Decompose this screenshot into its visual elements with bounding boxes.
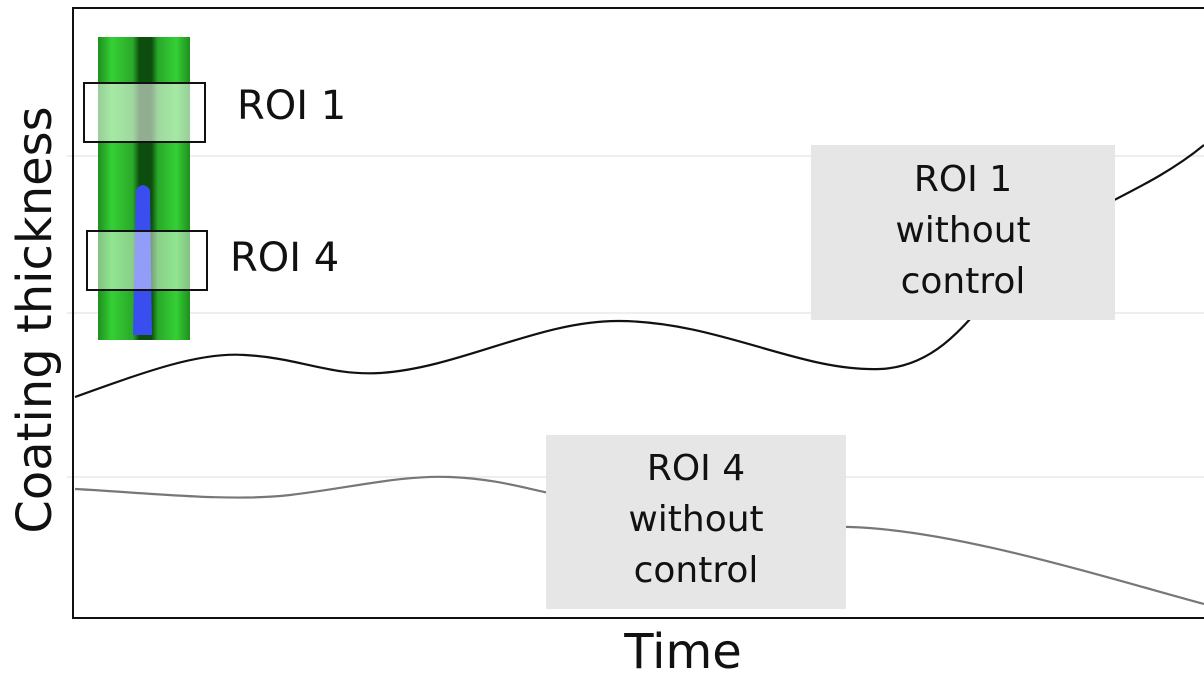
annotation-text: control <box>634 550 759 591</box>
figure: ROI 1 ROI 4 ROI 1 without control ROI 4 … <box>0 0 1204 675</box>
annotation-text: without <box>895 210 1030 251</box>
roi-box <box>84 83 205 142</box>
annotation-text: ROI 4 <box>647 448 745 489</box>
inset: ROI 1 ROI 4 <box>84 37 346 340</box>
roi-label: ROI 4 <box>230 235 339 281</box>
x-axis-label: Time <box>623 624 741 675</box>
annotation-text: control <box>901 261 1026 302</box>
page: ROI 1 ROI 4 ROI 1 without control ROI 4 … <box>0 0 1204 675</box>
roi-label: ROI 1 <box>237 83 346 129</box>
annotation: ROI 1 without control <box>811 145 1115 320</box>
annotation-text: without <box>628 499 763 540</box>
annotation: ROI 4 without control <box>546 435 846 609</box>
roi-box <box>87 231 207 290</box>
y-axis-label: Coating thickness <box>7 106 63 533</box>
annotation-text: ROI 1 <box>914 159 1012 200</box>
